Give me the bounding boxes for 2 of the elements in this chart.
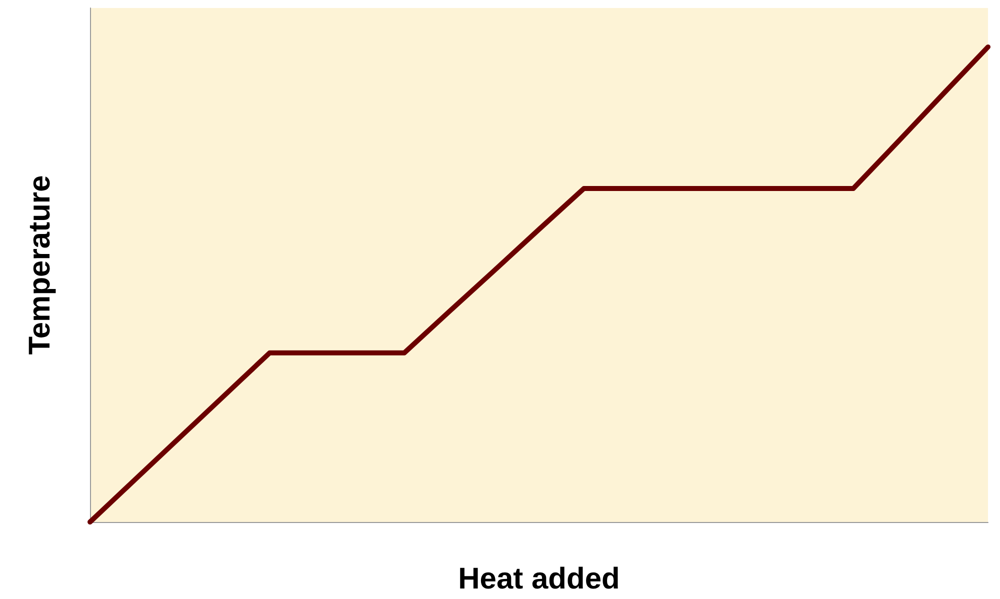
x-axis-title: Heat added: [458, 562, 620, 596]
y-axis-title: Temperature: [24, 175, 56, 355]
